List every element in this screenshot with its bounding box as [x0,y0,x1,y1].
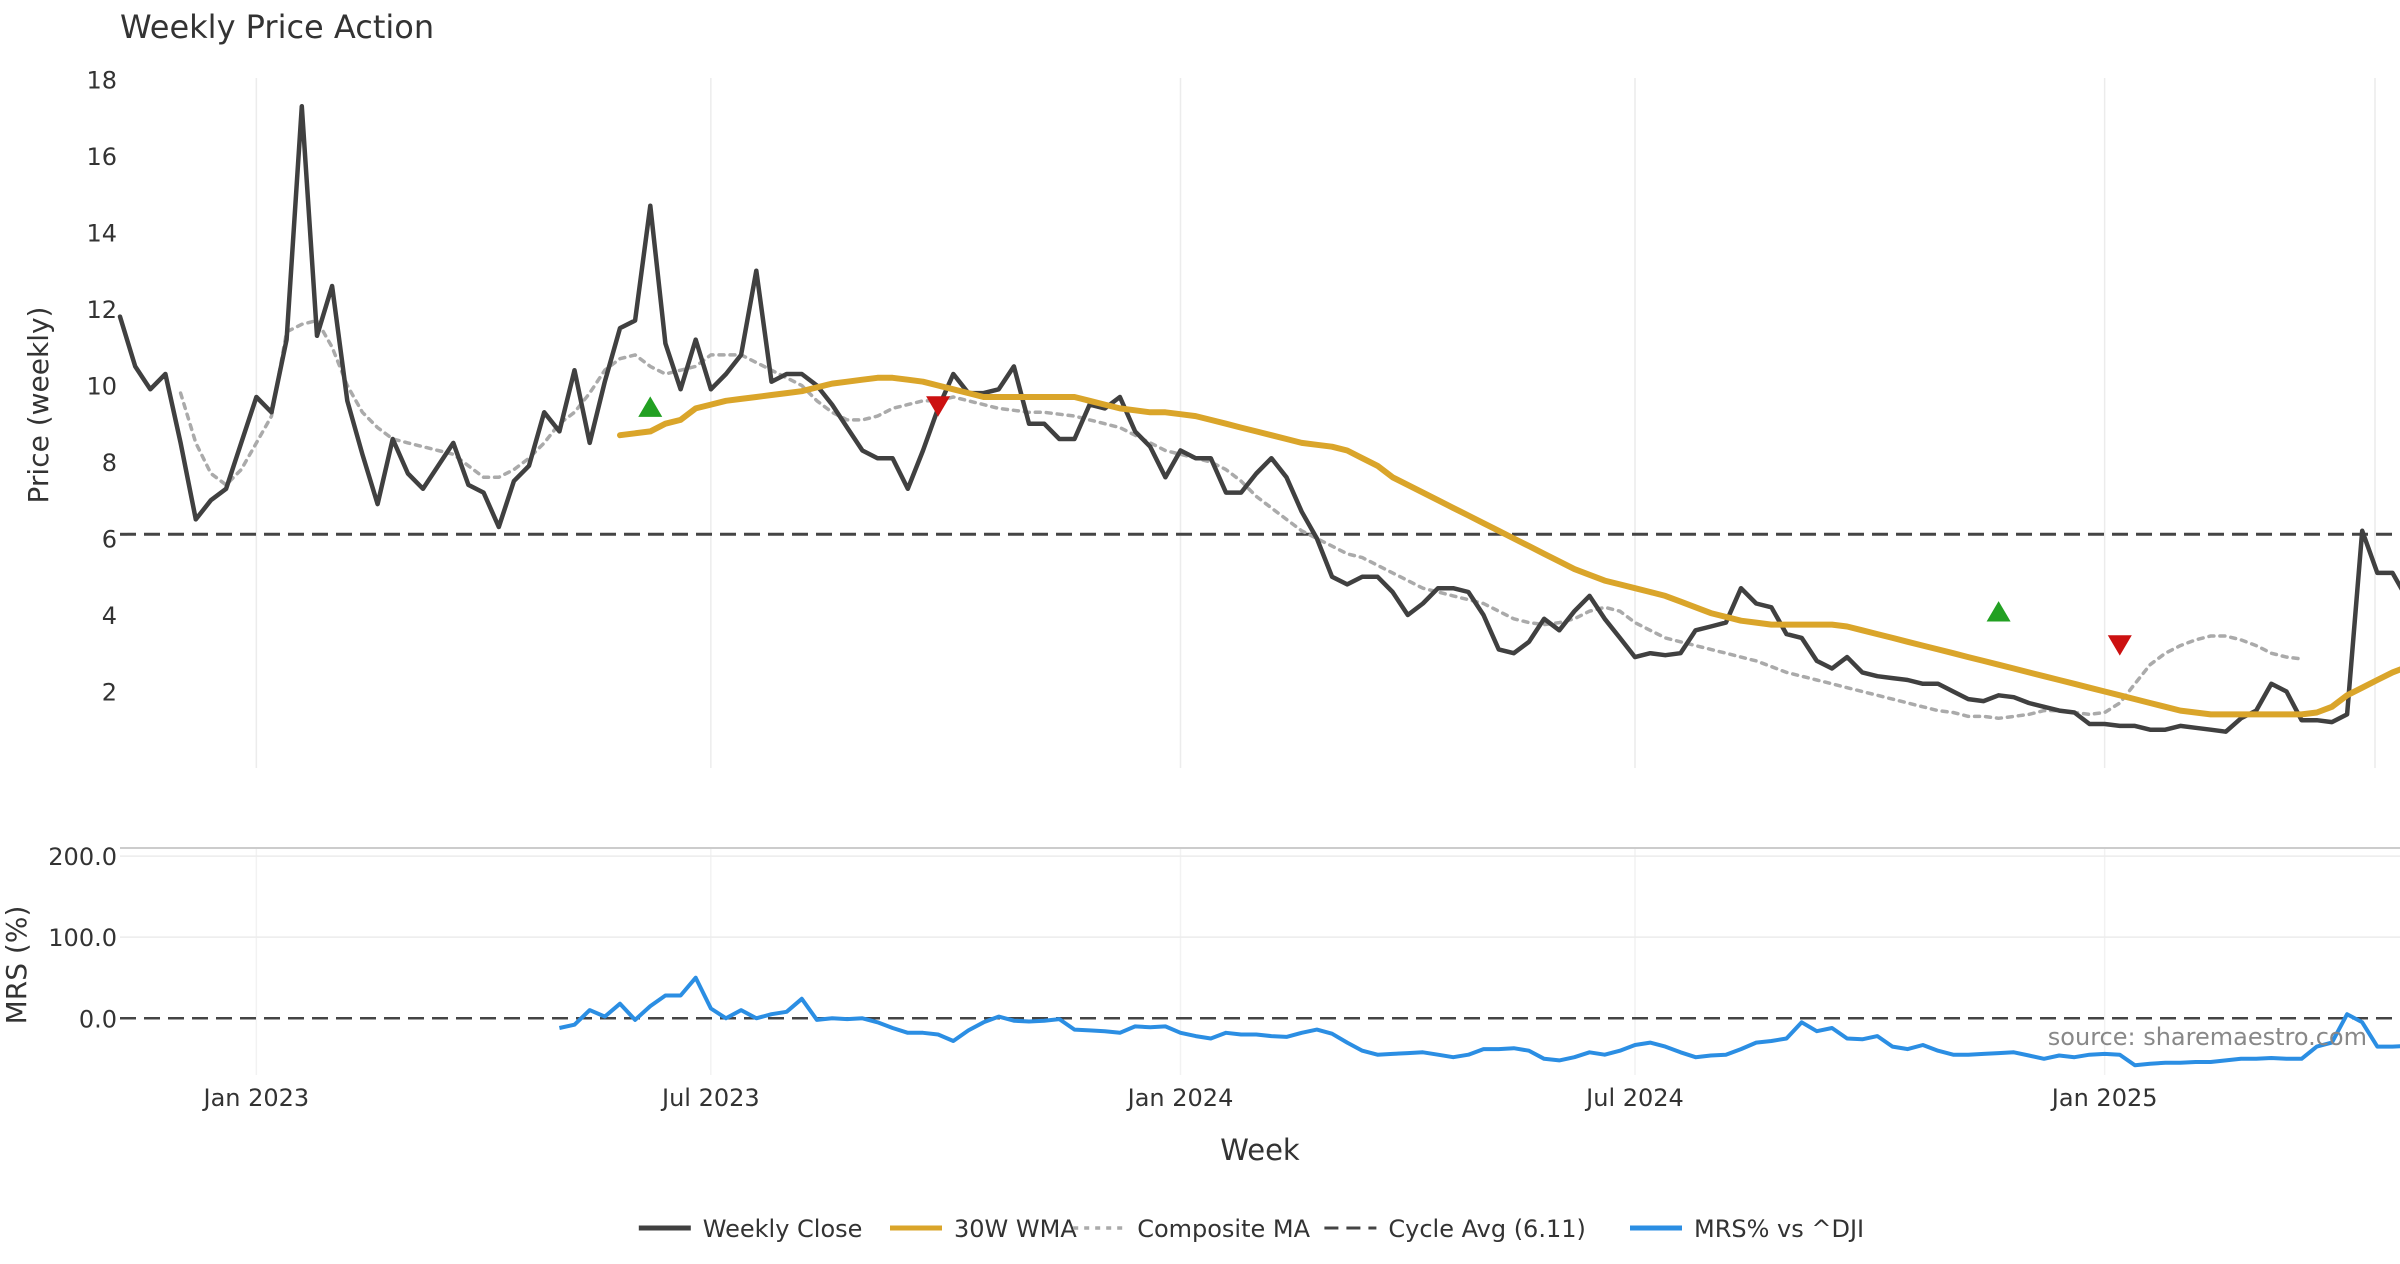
legend-label: 30W WMA [954,1215,1077,1243]
chart-title: Weekly Price Action [120,8,434,46]
legend: Weekly Close 30W WMA Composite MA Cycle Avg… [638,1215,1864,1243]
tick-layer: Jan 2023 Jul 2023 Jan 2024 Jul 2024 Jan 2025… [48,66,2158,1112]
mrs-tick-label: 100.0 [48,924,117,952]
price-tick-label: 12 [86,296,117,324]
sell-signal-marker [2107,635,2132,656]
x-tick-label: Jan 2023 [201,1084,309,1112]
series-layer [117,104,2400,1068]
price-tick-label: 4 [102,602,117,630]
x-tick-label: Jan 2025 [2050,1084,2158,1112]
legend-item: Weekly Close [638,1215,863,1243]
source-annotation: source: sharemaestro.com [2048,1023,2367,1051]
price-tick-label: 6 [102,525,117,553]
sell-signal-marker [926,396,951,417]
marker-layer [638,396,2132,656]
price-axis-label: Price (weekly) [22,307,55,504]
price-tick-label: 16 [86,143,117,171]
reference-layer [120,532,2400,1020]
weekly-close-line [117,104,2400,734]
price-tick-label: 2 [102,678,117,706]
price-tick-label: 8 [102,449,117,477]
x-axis-label: Week [1220,1133,1300,1167]
price-tick-label: 14 [86,219,117,247]
price-tick-label: 10 [86,372,117,400]
legend-label: MRS% vs ^DJI [1694,1215,1864,1243]
buy-signal-marker [1986,601,2011,622]
buy-signal-marker [638,396,663,417]
mrs-axis-label: MRS (%) [0,906,33,1025]
legend-label: Composite MA [1137,1215,1310,1243]
x-tick-label: Jan 2024 [1126,1084,1234,1112]
legend-item: Cycle Avg (6.11) [1324,1215,1586,1243]
grid-layer [120,78,2400,1075]
x-tick-label: Jul 2024 [1584,1084,1684,1112]
mrs-tick-label: 200.0 [48,843,117,871]
wma-30w-line [617,374,2400,718]
legend-item: Composite MA [1073,1215,1311,1243]
legend-item: 30W WMA [890,1215,1077,1243]
mrs-line [558,975,2400,1068]
legend-label: Weekly Close [703,1215,863,1243]
mrs-tick-label: 0.0 [79,1005,117,1033]
x-tick-label: Jul 2023 [660,1084,760,1112]
price-tick-label: 18 [86,66,117,94]
legend-label: Cycle Avg (6.11) [1388,1215,1585,1243]
legend-item: MRS% vs ^DJI [1630,1215,1864,1243]
